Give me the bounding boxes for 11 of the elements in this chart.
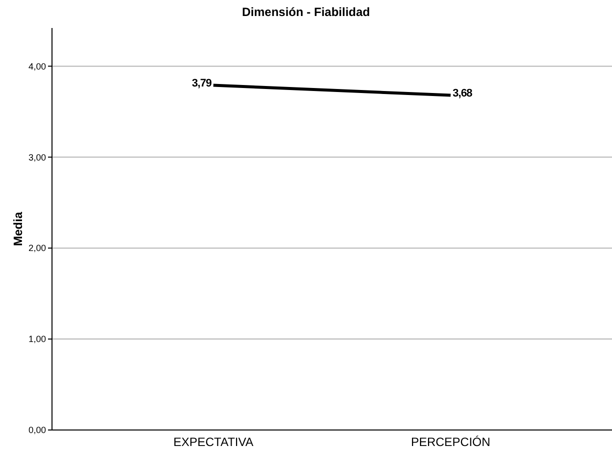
y-tick-label: 4,00: [28, 61, 46, 72]
data-label: 3,68: [452, 87, 472, 100]
x-tick-label: PERCEPCIÓN: [410, 435, 490, 449]
x-tick-label: EXPECTATIVA: [173, 435, 254, 449]
y-tick-label: 1,00: [28, 334, 46, 344]
chart-title: Dimensión - Fiabilidad: [242, 5, 370, 19]
y-axis-title: Media: [11, 212, 25, 246]
y-tick-label: 2,00: [28, 243, 46, 254]
y-tick-label: 0,00: [28, 425, 46, 436]
data-label: 3,79: [192, 77, 212, 90]
y-tick-label: 3,00: [28, 152, 46, 162]
